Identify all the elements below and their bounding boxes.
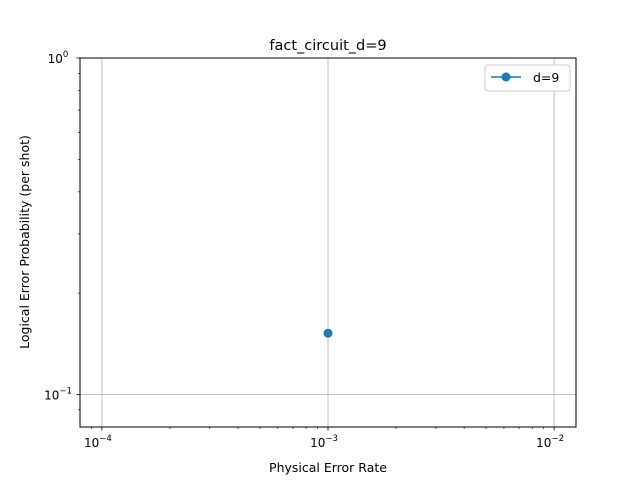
y-tick-label-base: 10 [48, 52, 63, 66]
plot-area-frame [79, 57, 577, 428]
legend-box [484, 64, 571, 92]
x-tick-label-exponent: −3 [325, 434, 338, 444]
data-point [323, 328, 333, 338]
x-axis-label: Physical Error Rate [269, 460, 387, 475]
y-axis-label: Logical Error Probability (per shot) [17, 135, 32, 349]
major-ticks [76, 57, 555, 431]
x-tick-label-base: 10 [84, 436, 99, 450]
y-tick-label-base: 10 [44, 388, 59, 402]
x-tick-label-base: 10 [310, 436, 325, 450]
legend-entry-d9: d=9 [533, 70, 559, 85]
y-tick-label-exponent: −1 [59, 386, 72, 396]
x-tick-label: 10−3 [310, 434, 338, 450]
data-series [323, 328, 333, 338]
y-tick-label: 10−1 [44, 386, 72, 402]
legend-marker-swatch [501, 72, 511, 82]
grid-lines [80, 58, 576, 427]
x-tick-label: 10−2 [536, 434, 564, 450]
legend: d=9 [484, 64, 571, 92]
x-tick-label-exponent: −4 [99, 434, 112, 444]
y-tick-label: 100 [48, 50, 69, 66]
x-tick-label: 10−4 [84, 434, 112, 450]
x-tick-label-exponent: −2 [551, 434, 564, 444]
x-tick-label-base: 10 [536, 436, 551, 450]
chart-title: fact_circuit_d=9 [269, 38, 386, 54]
y-tick-label-exponent: 0 [63, 50, 68, 60]
